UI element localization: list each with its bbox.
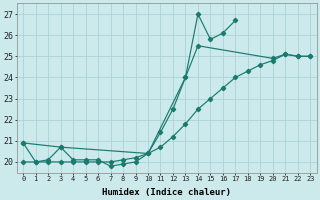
X-axis label: Humidex (Indice chaleur): Humidex (Indice chaleur)	[102, 188, 231, 197]
